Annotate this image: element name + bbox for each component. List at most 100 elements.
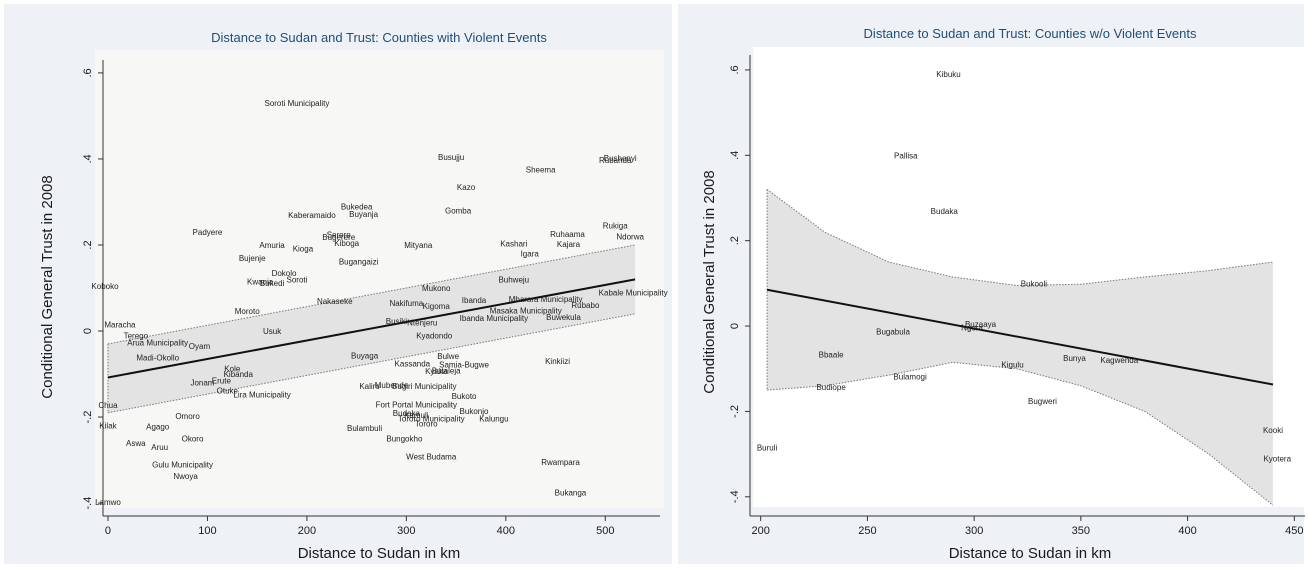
point-label: Fort Portal Municipality xyxy=(376,401,457,410)
point-label: Ngora xyxy=(961,323,983,332)
point-label: Butaleja xyxy=(432,367,461,376)
point-label: Ndorwa xyxy=(616,232,644,241)
point-label: Buzaaya xyxy=(965,320,997,329)
point-label: Ruhaama xyxy=(550,230,585,239)
point-label: Gulu Municipality xyxy=(152,460,213,469)
point-label: Gomba xyxy=(445,207,472,216)
point-label: Kyotera xyxy=(1263,454,1291,463)
x-tick-label: 350 xyxy=(1072,525,1090,537)
point-label: Kibanda xyxy=(224,370,254,379)
point-label: Aruu xyxy=(151,443,168,452)
point-label: Kyadondo xyxy=(416,331,453,340)
x-tick-label: 300 xyxy=(965,525,983,537)
y-axis-title: Conditional General Trust in 2008 xyxy=(39,175,56,398)
point-label: Terego xyxy=(124,331,149,340)
point-label: Rubabo xyxy=(571,301,600,310)
ci-upper-bound xyxy=(766,189,1274,287)
point-label: Sheema xyxy=(526,166,556,175)
point-label: Bushenyi xyxy=(604,154,637,163)
point-label: Bugweri xyxy=(1028,397,1057,406)
point-label: Amuria xyxy=(259,241,285,250)
point-label: Otuke xyxy=(217,386,239,395)
point-label: Buyanja xyxy=(349,210,378,219)
y-tick-label: -.2 xyxy=(82,411,94,424)
point-label: Soroti Municipality xyxy=(264,99,329,108)
y-tick-label: .6 xyxy=(82,68,94,77)
x-tick-label: 450 xyxy=(1285,525,1303,537)
point-label: Buruli xyxy=(757,444,778,453)
point-label: Bugangaizi xyxy=(339,257,379,266)
point-label: Rwampara xyxy=(541,458,580,467)
x-tick-label: 250 xyxy=(858,525,876,537)
scatter-chart-violent: Distance to Sudan and Trust: Counties wi… xyxy=(4,4,672,564)
point-label: Mbarara Municipality xyxy=(509,295,583,304)
point-label: Mubende xyxy=(375,381,409,390)
y-tick-label: -.2 xyxy=(729,405,741,418)
point-label: Tororo xyxy=(415,420,438,429)
point-label: Erute xyxy=(212,376,232,385)
ci-lower-bound xyxy=(767,361,1274,506)
point-label: Bugabula xyxy=(876,328,910,337)
point-label: Dokolo xyxy=(272,269,297,278)
chart-panel-nonviolent: Distance to Sudan and Trust: Counties w/… xyxy=(676,0,1308,568)
y-tick-label: .4 xyxy=(729,151,741,160)
point-label: Moroto xyxy=(235,307,260,316)
point-label: Bbaale xyxy=(819,351,844,360)
point-label: Kibuku xyxy=(936,70,960,79)
point-label: Bukanga xyxy=(555,488,587,497)
point-label: Kigoma xyxy=(423,302,451,311)
fit-line xyxy=(766,288,1274,386)
point-label: Koboko xyxy=(91,282,119,291)
point-label: Budiope xyxy=(816,383,846,392)
y-tick-label: .4 xyxy=(82,154,94,163)
scatter-chart-nonviolent: Distance to Sudan and Trust: Counties w/… xyxy=(678,4,1306,564)
point-label: Kiboga xyxy=(334,239,359,248)
point-label: Jonam xyxy=(190,379,214,388)
point-label: Kaberamaido xyxy=(288,211,336,220)
point-label: Bukedea xyxy=(341,202,373,211)
point-label: Kazo xyxy=(457,183,476,192)
point-label: Ibanda xyxy=(462,296,487,305)
y-tick-label: 0 xyxy=(729,323,741,329)
point-label: Tororo Municipality xyxy=(398,414,465,423)
y-tick-label: .2 xyxy=(82,240,94,249)
point-label: Soroti xyxy=(287,275,308,284)
point-label: Lamwo xyxy=(95,498,121,507)
point-label: Kyaka xyxy=(425,367,448,376)
point-label: Arua Municipality xyxy=(127,339,188,348)
point-label: Buwekula xyxy=(546,313,581,322)
point-label: Kagwenda xyxy=(1100,356,1138,365)
point-label: Bukonjo xyxy=(460,407,489,416)
point-label: Nwoya xyxy=(173,472,198,481)
point-label: Bulwe xyxy=(437,352,459,361)
y-tick-label: -.4 xyxy=(729,490,741,503)
point-label: Ntenjeru xyxy=(407,318,437,327)
x-tick-label: 0 xyxy=(105,525,111,537)
point-label: Kooki xyxy=(1263,426,1283,435)
point-label: Kole xyxy=(224,364,241,373)
x-axis-title: Distance to Sudan in km xyxy=(949,545,1112,562)
fit-line xyxy=(107,278,636,379)
point-label: Kioga xyxy=(293,244,314,253)
x-axis-title: Distance to Sudan in km xyxy=(298,545,461,562)
chart-title: Distance to Sudan and Trust: Counties w/… xyxy=(864,26,1197,41)
x-tick-label: 200 xyxy=(751,525,769,537)
point-label: West Budama xyxy=(406,453,457,462)
point-label: Bugiri Municipality xyxy=(392,382,456,391)
y-tick-label: .2 xyxy=(729,236,741,245)
point-label: Bukooli xyxy=(1021,279,1047,288)
point-label: Bujenje xyxy=(239,254,266,263)
point-label: Ibanda Municipality xyxy=(460,314,528,323)
point-label: Bukedi xyxy=(260,279,285,288)
point-label: Rukiga xyxy=(603,222,628,231)
x-tick-label: 300 xyxy=(397,525,415,537)
point-label: Busujju xyxy=(438,153,464,162)
y-tick-label: .6 xyxy=(729,65,741,74)
point-label: Budaka xyxy=(931,207,959,216)
point-label: Bugerere xyxy=(322,233,355,242)
x-tick-label: 500 xyxy=(596,525,614,537)
confidence-band xyxy=(767,189,1273,506)
point-label: Kaliro xyxy=(359,382,380,391)
chart-panel-violent: Distance to Sudan and Trust: Counties wi… xyxy=(4,4,672,564)
point-label: Okoro xyxy=(182,435,204,444)
